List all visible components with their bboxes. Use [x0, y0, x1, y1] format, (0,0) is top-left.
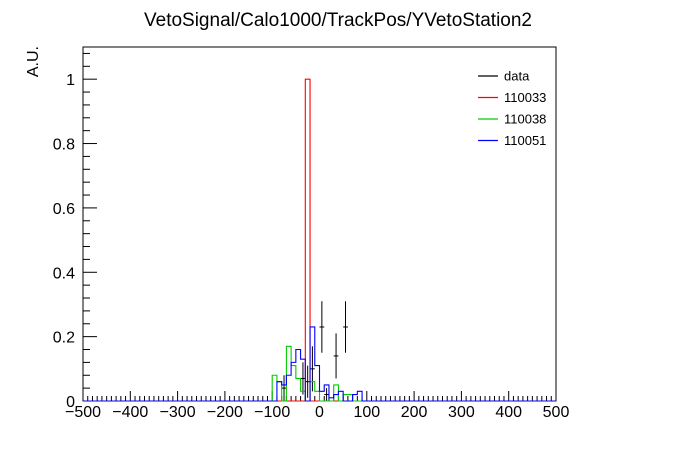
x-tick-label: 500 — [543, 404, 570, 421]
bin-110051 — [277, 382, 282, 401]
bin-110038 — [277, 382, 282, 401]
bin-110038 — [272, 375, 277, 401]
series-data — [281, 301, 348, 401]
y-tick-label: 0.2 — [53, 330, 75, 347]
bin-110038 — [286, 346, 291, 401]
legend-label: 110033 — [504, 90, 546, 105]
data-point — [343, 301, 348, 353]
x-tick-label: −200 — [207, 404, 243, 421]
series-110051 — [83, 326, 556, 402]
data-point — [324, 388, 329, 401]
bin-110051 — [286, 375, 291, 401]
x-tick-label: 400 — [495, 404, 522, 421]
data-point — [305, 365, 311, 398]
plot-frame — [82, 46, 557, 402]
x-tick-label: 200 — [401, 404, 428, 421]
bin-110038 — [343, 395, 348, 401]
bin-110038 — [334, 385, 339, 401]
bin-110033 — [305, 79, 310, 401]
y-tick-label: 1 — [66, 72, 75, 89]
x-tick-label: 100 — [353, 404, 380, 421]
bin-110051 — [334, 395, 339, 401]
legend-label: data — [504, 69, 530, 84]
legend-label: 110051 — [504, 133, 546, 148]
bin-110038 — [315, 391, 320, 401]
bin-110051 — [338, 391, 343, 401]
bin-110051 — [353, 395, 358, 401]
legend: data 110033 110038 110051 — [478, 69, 546, 148]
series-110033-outline — [83, 78, 556, 402]
data-point — [333, 333, 339, 379]
y-tick-label: 0.6 — [53, 201, 75, 218]
bin-110038 — [348, 395, 353, 401]
bin-110051 — [315, 366, 320, 401]
plot-area-frame — [82, 46, 557, 402]
axis-ticks: −500 −400 −300 −200 −100 0 100 200 300 400 500 0 0.2… — [53, 52, 570, 421]
bin-110038 — [296, 378, 301, 401]
y-tick-label: 0.4 — [53, 265, 75, 282]
y-axis-label: A.U. — [25, 46, 42, 77]
series-110033 — [83, 78, 556, 402]
x-tick-label: −300 — [160, 404, 196, 421]
bin-110051 — [320, 391, 325, 401]
series-110051-outline — [83, 326, 556, 402]
bin-110051 — [291, 362, 296, 401]
x-tick-label: 300 — [448, 404, 475, 421]
chart-title: VetoSignal/Calo1000/TrackPos/YVetoStatio… — [144, 10, 532, 31]
bin-110051 — [296, 350, 301, 401]
bin-110038 — [291, 366, 296, 401]
data-point — [281, 375, 287, 401]
data-point — [310, 346, 315, 392]
y-tick-label: 0 — [66, 394, 75, 411]
x-tick-label: −100 — [254, 404, 290, 421]
y-tick-label: 0.8 — [53, 137, 75, 154]
series-layer — [83, 78, 556, 402]
data-point — [319, 301, 325, 353]
x-tick-label: −400 — [112, 404, 148, 421]
x-tick-label: 0 — [315, 404, 324, 421]
bin-110051 — [357, 391, 362, 401]
legend-label: 110038 — [504, 112, 546, 127]
data-point — [300, 362, 306, 395]
x-tick-label: −500 — [65, 404, 101, 421]
